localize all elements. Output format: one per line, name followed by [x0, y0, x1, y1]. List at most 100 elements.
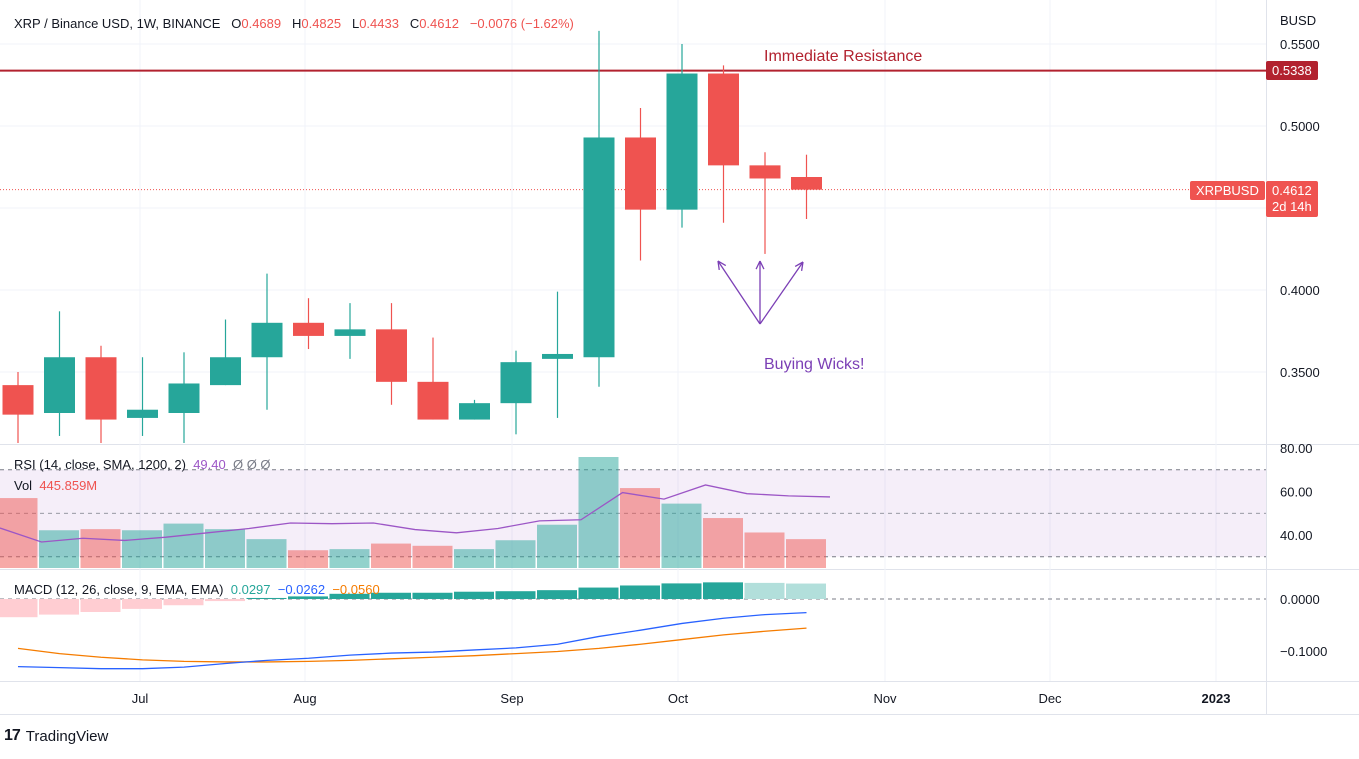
time-tick-label: Oct — [668, 691, 689, 706]
candle-body — [44, 357, 75, 413]
close-value: 0.4612 — [419, 16, 459, 31]
macd-histogram-bar — [661, 583, 702, 599]
rsi-extra: Ø Ø Ø — [232, 457, 271, 472]
macd-histogram-bar — [786, 583, 826, 599]
macd-histogram-bar — [80, 599, 121, 612]
macd-histogram-bar — [246, 597, 287, 599]
volume-bar — [246, 539, 287, 568]
volume-bar — [371, 543, 411, 568]
candle-body — [85, 357, 117, 420]
wick-arrow-head — [717, 260, 720, 271]
macd-histogram-bar — [495, 591, 536, 599]
wicks-annotation[interactable]: Buying Wicks! — [764, 356, 865, 373]
vol-label: Vol — [14, 478, 33, 493]
volume-bar — [620, 488, 660, 568]
macd-legend[interactable]: MACD (12, 26, close, 9, EMA, EMA) 0.0297… — [14, 582, 380, 597]
candle-body — [334, 329, 366, 336]
volume-bar — [0, 498, 38, 568]
price-tick-label: 0.5000 — [1280, 119, 1320, 134]
candle-body — [417, 381, 449, 420]
rsi-tick-label: 40.00 — [1280, 528, 1313, 543]
candle-body — [500, 362, 532, 404]
macd-label: MACD (12, 26, close, 9, EMA, EMA) — [14, 582, 224, 597]
macd-histogram-bar — [537, 590, 577, 599]
open-label: O — [231, 16, 242, 31]
volume-bar — [163, 523, 204, 568]
volume-bar — [122, 530, 162, 568]
volume-bar — [578, 457, 619, 568]
time-tick-label: Sep — [500, 691, 523, 706]
macd-histogram-bar — [0, 599, 38, 618]
symbol-title[interactable]: XRP / Binance USD, 1W, BINANCE — [14, 16, 221, 31]
wick-arrow-head — [759, 260, 765, 270]
candle-body — [376, 329, 407, 382]
candle-body — [168, 383, 200, 413]
macd-tick-label: −0.1000 — [1280, 644, 1327, 659]
volume-bar — [703, 518, 743, 568]
candle-body — [251, 322, 283, 358]
volume-bar — [329, 549, 370, 568]
volume-bar — [205, 529, 245, 568]
price-tick-label: 0.5500 — [1280, 37, 1320, 52]
volume-bar — [744, 532, 785, 568]
volume-bar — [80, 529, 121, 568]
candle-body — [583, 137, 615, 358]
wick-arrow — [759, 261, 804, 325]
candle-body — [459, 403, 490, 420]
macd-signal-value: −0.0560 — [332, 582, 380, 597]
candle-body — [791, 177, 822, 190]
candle-body — [2, 385, 34, 415]
candle-body — [542, 353, 573, 359]
time-tick-label: Nov — [873, 691, 897, 706]
time-tick-label: Dec — [1038, 691, 1062, 706]
countdown-value: 2d 14h — [1272, 199, 1312, 214]
time-tick-label: Jul — [132, 691, 149, 706]
wick-arrow-head — [794, 261, 804, 267]
macd-histogram-bar — [454, 591, 494, 599]
macd-histogram-bar — [744, 582, 785, 599]
macd-histogram-bar — [122, 599, 162, 609]
volume-bar — [495, 540, 536, 568]
macd-signal-line — [17, 627, 807, 663]
macd-histogram-bar — [163, 599, 204, 606]
candle-body — [293, 322, 324, 336]
price-tick-label: 0.4000 — [1280, 283, 1320, 298]
price-tick-label: 0.3500 — [1280, 365, 1320, 380]
candle-body — [210, 357, 241, 386]
change-value: −0.0076 (−1.62%) — [469, 16, 574, 31]
close-label: C — [409, 16, 420, 31]
resistance-price-tag: 0.5338 — [1266, 61, 1318, 80]
candle-body — [625, 137, 656, 210]
last-price-tag: 0.4612 2d 14h — [1266, 181, 1318, 217]
macd-line — [17, 611, 807, 670]
tradingview-brand[interactable]: 17 TradingView — [4, 727, 108, 745]
rsi-label: RSI (14, close, SMA, 1200, 2) — [14, 457, 186, 472]
macd-histogram-bar — [578, 587, 619, 599]
rsi-legend[interactable]: RSI (14, close, SMA, 1200, 2) 49.40 Ø Ø … — [14, 457, 271, 472]
wick-arrow-head — [800, 261, 804, 271]
low-value: 0.4433 — [359, 16, 399, 31]
macd-hist-value: 0.0297 — [230, 582, 271, 597]
tradingview-logo-icon: 17 — [4, 727, 21, 744]
volume-bar — [786, 539, 826, 568]
ohlc-legend: XRP / Binance USD, 1W, BINANCE O0.4689 H… — [14, 16, 574, 31]
low-label: L — [351, 16, 360, 31]
rsi-value: 49.40 — [193, 457, 226, 472]
last-price-value: 0.4612 — [1272, 183, 1312, 198]
symbol-tag: XRPBUSD — [1190, 181, 1265, 200]
macd-histogram-bar — [205, 599, 245, 602]
macd-histogram-bar — [412, 592, 453, 599]
macd-histogram-bar — [329, 593, 370, 599]
macd-histogram-bar — [371, 592, 411, 599]
rsi-tick-label: 60.00 — [1280, 485, 1313, 500]
vol-legend[interactable]: Vol 445.859M — [14, 478, 97, 493]
currency-label: BUSD — [1280, 13, 1317, 28]
candle-body — [708, 73, 739, 166]
wick-arrow — [717, 260, 761, 325]
time-tick-label: Aug — [293, 691, 316, 706]
candle-body — [749, 165, 781, 179]
vol-value: 445.859M — [39, 478, 98, 493]
brand-name: TradingView — [25, 727, 109, 745]
resistance-annotation[interactable]: Immediate Resistance — [764, 48, 923, 65]
